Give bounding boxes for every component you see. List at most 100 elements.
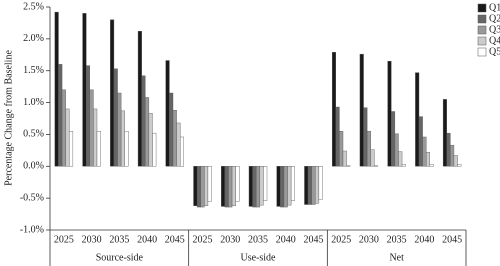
bar	[176, 122, 181, 167]
x-tick-label: 2030	[359, 234, 379, 245]
bar	[61, 89, 66, 167]
legend-swatch	[477, 3, 487, 13]
bar	[398, 151, 403, 167]
bar	[394, 133, 399, 167]
x-tick-label: 2040	[414, 234, 434, 245]
bar	[363, 107, 368, 167]
bar	[263, 166, 268, 201]
bar	[457, 164, 462, 167]
bar	[370, 149, 375, 167]
bar	[391, 111, 396, 167]
bar	[374, 165, 379, 167]
group-label: Net	[389, 252, 404, 263]
y-tick-label: 2.0%	[23, 33, 44, 44]
y-tick-label: 0.5%	[23, 129, 44, 140]
bar	[152, 132, 157, 167]
legend-label: Q5	[489, 46, 500, 57]
bar	[422, 136, 427, 167]
y-tick-label: 2.5%	[23, 1, 44, 12]
legend-label: Q1	[489, 2, 500, 13]
y-tick-label: 0.0%	[23, 161, 44, 172]
bar	[332, 52, 337, 167]
y-tick-label: 1.0%	[23, 97, 44, 108]
bar	[446, 132, 451, 167]
x-tick-label: 2040	[276, 234, 296, 245]
bar	[359, 53, 364, 167]
bar	[339, 131, 344, 167]
x-tick-label: 2025	[193, 234, 213, 245]
bar	[256, 166, 261, 208]
x-tick-label: 2045	[442, 234, 462, 245]
bar	[196, 166, 201, 208]
bar	[418, 116, 423, 167]
x-tick-label: 2040	[137, 234, 157, 245]
x-tick-label: 2030	[82, 234, 102, 245]
bar	[231, 166, 236, 206]
y-axis-label: Percentage Change from Baseline	[3, 50, 14, 186]
bar	[280, 166, 285, 208]
bar	[165, 60, 170, 167]
bar	[259, 166, 264, 206]
bar	[290, 166, 295, 201]
bar	[113, 68, 118, 167]
bar	[96, 131, 101, 167]
bar	[207, 166, 212, 202]
bar	[252, 166, 257, 208]
bar	[200, 166, 205, 208]
bar	[342, 150, 347, 167]
x-tick-label: 2035	[387, 234, 407, 245]
bar	[110, 19, 115, 167]
bar	[235, 166, 240, 202]
bar	[450, 145, 455, 167]
bar	[318, 166, 323, 200]
x-tick-label: 2035	[109, 234, 129, 245]
bar	[304, 166, 309, 205]
bar	[204, 166, 209, 206]
bar	[287, 166, 292, 206]
bar	[311, 166, 316, 205]
bar	[429, 164, 434, 167]
legend-label: Q4	[489, 35, 500, 46]
bar	[93, 108, 98, 167]
bar	[89, 89, 94, 167]
bar	[82, 13, 87, 167]
bar	[169, 92, 174, 167]
x-tick-label: 2030	[220, 234, 240, 245]
bar	[415, 72, 420, 167]
legend-swatch	[477, 25, 487, 35]
bar	[307, 166, 312, 205]
bar	[179, 136, 184, 167]
legend-label: Q3	[489, 24, 500, 35]
bar	[248, 166, 253, 207]
bar	[193, 166, 198, 206]
legend-swatch	[477, 47, 487, 57]
bar	[228, 166, 233, 208]
x-tick-label: 2025	[54, 234, 74, 245]
x-tick-label: 2045	[303, 234, 323, 245]
bar	[426, 152, 431, 167]
bar	[401, 164, 406, 167]
bar	[346, 165, 351, 167]
bar	[65, 108, 70, 167]
y-tick-label: 1.5%	[23, 65, 44, 76]
x-tick-label: 2025	[331, 234, 351, 245]
bar	[276, 166, 281, 207]
bar	[120, 110, 125, 167]
x-tick-label: 2045	[165, 234, 185, 245]
bar	[172, 110, 177, 167]
bar	[224, 166, 229, 208]
legend-label: Q2	[489, 13, 500, 24]
x-tick-label: 2035	[248, 234, 268, 245]
bar	[221, 166, 226, 207]
y-tick-label: -1.0%	[20, 224, 44, 235]
bar	[69, 131, 74, 167]
bar	[442, 99, 447, 167]
bar	[315, 166, 320, 204]
legend-swatch	[477, 36, 487, 46]
bar	[366, 131, 371, 167]
group-label: Source-side	[96, 252, 144, 263]
bar	[85, 65, 90, 167]
y-tick-label: -0.5%	[20, 192, 44, 203]
bar	[335, 106, 340, 167]
